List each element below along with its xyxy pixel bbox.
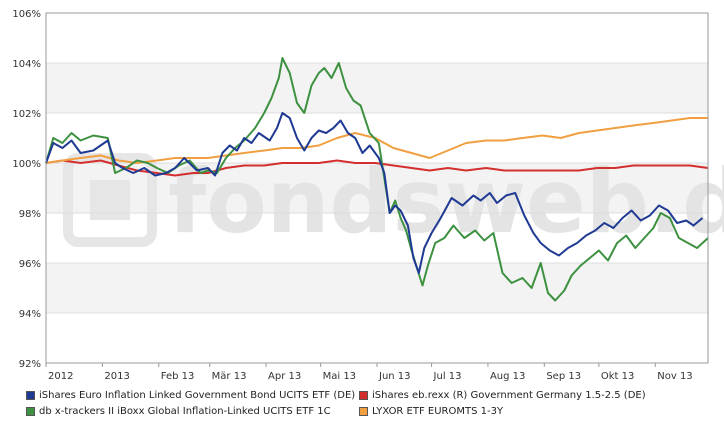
- series-lines: [45, 57, 709, 302]
- y-tick-label: 102%: [12, 109, 41, 120]
- plot-band: [46, 13, 708, 63]
- series-line-0: [45, 112, 704, 274]
- legend-swatch: [26, 406, 35, 416]
- x-tick-label: Mai 13: [323, 371, 356, 382]
- x-tick-label: 2012: [48, 371, 73, 382]
- legend-swatch: [26, 390, 35, 400]
- y-tick-label: 106%: [12, 9, 41, 20]
- y-tick-label: 98%: [19, 209, 41, 220]
- x-axis: 2012 2013 Feb 13 Mär 13 Apr 13 Mai 13 Jun 13 Ju…: [45, 363, 693, 382]
- y-tick-label: 92%: [19, 359, 41, 370]
- x-tick-label: Nov 13: [657, 371, 692, 382]
- y-axis: 92% 94% 96% 98% 100% 102% 104% 106%: [12, 9, 41, 370]
- plot-band: [46, 263, 708, 313]
- plot-band: [46, 63, 708, 113]
- y-tick-label: 100%: [12, 159, 41, 170]
- x-tick-label: Aug 13: [490, 371, 525, 382]
- legend-item-ishares-ebrexx[interactable]: iShares eb.rexx (R) Government Germany 1…: [359, 389, 646, 401]
- y-tick-label: 94%: [19, 309, 41, 320]
- y-tick-label: 104%: [12, 59, 41, 70]
- x-tick-label: Mär 13: [212, 371, 247, 382]
- legend-label: db x-trackers II iBoxx Global Inflation-…: [39, 405, 331, 417]
- legend-item-ishares-euro-inflation[interactable]: iShares Euro Inflation Linked Government…: [26, 389, 355, 401]
- legend-item-lyxor[interactable]: LYXOR ETF EUROMTS 1-3Y: [359, 405, 503, 417]
- series-line-1: [45, 159, 709, 177]
- legend: iShares Euro Inflation Linked Government…: [26, 389, 706, 419]
- legend-swatch: [359, 390, 368, 400]
- x-tick-label: 2013: [104, 371, 129, 382]
- x-tick-label: Feb 13: [161, 371, 195, 382]
- plot-frame: [45, 12, 709, 364]
- legend-label: iShares eb.rexx (R) Government Germany 1…: [372, 389, 646, 401]
- y-tick-label: 96%: [19, 259, 41, 270]
- x-tick-label: Jun 13: [378, 371, 411, 382]
- x-tick-label: Apr 13: [268, 371, 301, 382]
- x-tick-label: Okt 13: [601, 371, 635, 382]
- plot-band: [46, 313, 708, 363]
- x-tick-label: Jul 13: [433, 371, 462, 382]
- legend-item-db-xtrackers[interactable]: db x-trackers II iBoxx Global Inflation-…: [26, 405, 331, 417]
- legend-label: LYXOR ETF EUROMTS 1-3Y: [372, 405, 504, 417]
- legend-label: iShares Euro Inflation Linked Government…: [39, 389, 356, 401]
- legend-swatch: [359, 406, 368, 416]
- x-tick-label: Sep 13: [546, 371, 581, 382]
